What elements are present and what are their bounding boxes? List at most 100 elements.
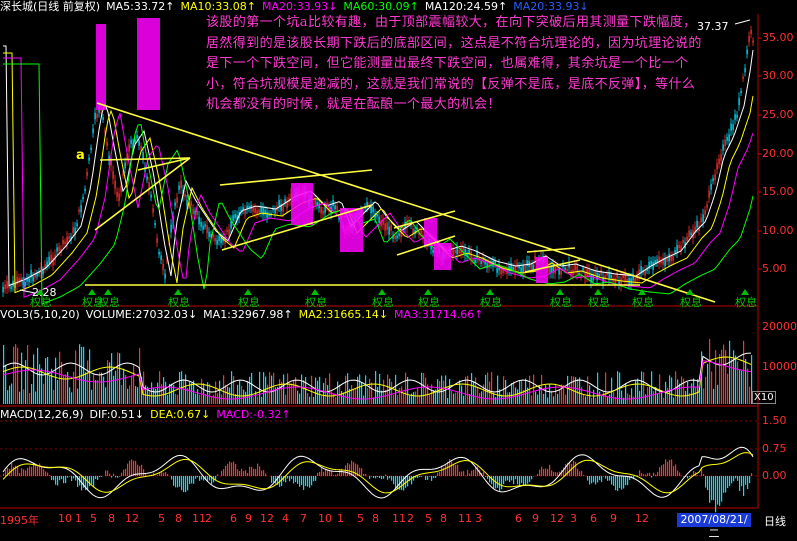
macd-bar	[381, 476, 382, 479]
volume-bar	[361, 382, 362, 404]
dividend-label[interactable]: 权息	[168, 294, 190, 310]
volume-bar	[313, 397, 314, 404]
dividend-label[interactable]: 权息	[238, 294, 260, 310]
date-tick: 3	[570, 512, 577, 525]
macd-bar	[491, 476, 492, 484]
macd-bar	[587, 476, 588, 481]
candle-body	[178, 186, 179, 190]
macd-bar	[161, 472, 162, 476]
date-tick: 2	[407, 512, 414, 525]
volume-bar	[673, 398, 674, 404]
dividend-label[interactable]: 权息	[680, 294, 702, 310]
macd-bar	[597, 476, 598, 482]
volume-bar	[397, 395, 398, 404]
macd-bar	[319, 472, 320, 476]
candle-body	[204, 224, 205, 226]
macd-bar	[721, 476, 722, 502]
macd-bar	[333, 475, 334, 476]
macd-bar	[375, 476, 376, 478]
candle-body	[432, 250, 433, 253]
volume-bar	[219, 381, 220, 404]
candle-body	[372, 207, 373, 213]
macd-bar	[71, 476, 72, 481]
macd-bar	[463, 471, 464, 476]
volume-bar	[249, 377, 250, 404]
candle-body	[650, 261, 651, 265]
dividend-label[interactable]: 权息	[550, 294, 572, 310]
volume-bar	[429, 395, 430, 404]
dividend-label[interactable]: 权息	[588, 294, 610, 310]
candle-body	[262, 208, 263, 215]
volume-bar	[157, 383, 158, 404]
volume-bar	[273, 373, 274, 404]
dividend-label[interactable]: 权息	[305, 294, 327, 310]
macd-bar	[317, 473, 318, 476]
candle-body	[638, 269, 639, 276]
current-date[interactable]: 2007/08/21/二	[677, 513, 751, 527]
dividend-label[interactable]: 权息	[418, 294, 440, 310]
volume-bar	[265, 377, 266, 404]
volume-bar	[239, 381, 240, 404]
candle-body	[128, 144, 129, 151]
macd-bar	[639, 470, 640, 476]
candle-body	[28, 278, 29, 282]
candle-body	[62, 240, 63, 244]
candle-body	[682, 240, 683, 243]
date-tick: 6	[590, 512, 597, 525]
macd-bar	[537, 474, 538, 476]
macd-bar	[735, 476, 736, 478]
volume-bar	[653, 391, 654, 404]
volume-bar	[589, 385, 590, 404]
volume-bar	[605, 372, 606, 404]
candle-body	[574, 265, 575, 271]
candle-body	[120, 186, 121, 192]
annotation-text: 该股的第一个坑a比较有趣，由于顶部震幅较大，在向下突破后用其测量下跌幅度，居然得…	[206, 13, 706, 116]
macd-bar	[3, 474, 4, 476]
macd-bar	[689, 476, 690, 477]
macd-bar	[175, 476, 176, 487]
candle-body	[706, 204, 707, 207]
candle-body	[730, 124, 731, 131]
candle-body	[216, 240, 217, 245]
dividend-label[interactable]: 权息	[632, 294, 654, 310]
candle-body	[742, 77, 743, 79]
dividend-label[interactable]: 权息	[480, 294, 502, 310]
period-label[interactable]: 日线	[764, 513, 786, 529]
macd-bar	[263, 470, 264, 476]
macd-bar	[289, 476, 290, 481]
candle-body	[732, 124, 733, 130]
candle-body	[2, 287, 3, 292]
volume-bar	[477, 388, 478, 404]
candle-body	[202, 226, 203, 230]
candle-body	[676, 245, 677, 252]
macd-bar	[521, 476, 522, 483]
macd-bar	[95, 476, 96, 479]
volume-bar	[663, 398, 664, 404]
macd-bar	[589, 476, 590, 484]
macd-bar	[261, 471, 262, 476]
candle-body	[634, 278, 635, 281]
candle-body	[554, 266, 555, 274]
macd-bar	[451, 462, 452, 476]
dividend-label[interactable]: 权息	[30, 294, 52, 310]
candle-body	[750, 30, 751, 34]
volume-bar	[203, 383, 204, 404]
dividend-label[interactable]: 权息	[372, 294, 394, 310]
volume-bar	[419, 395, 420, 404]
volume-bar	[63, 375, 64, 404]
dividend-label[interactable]: 权息	[735, 294, 757, 310]
volume-bar	[105, 387, 106, 404]
macd-bar	[237, 469, 238, 476]
candle-body	[218, 236, 219, 241]
candle-body	[388, 227, 389, 235]
candle-body	[454, 250, 455, 253]
candle-body	[142, 152, 143, 158]
volume-bar	[33, 354, 34, 404]
candle-body	[212, 234, 213, 237]
trend-line	[220, 170, 372, 185]
volume-bar	[217, 393, 218, 404]
macd-bar	[99, 476, 100, 477]
volume-bar	[567, 376, 568, 404]
dividend-label[interactable]: 权息	[98, 294, 120, 310]
volume-bar	[215, 382, 216, 404]
